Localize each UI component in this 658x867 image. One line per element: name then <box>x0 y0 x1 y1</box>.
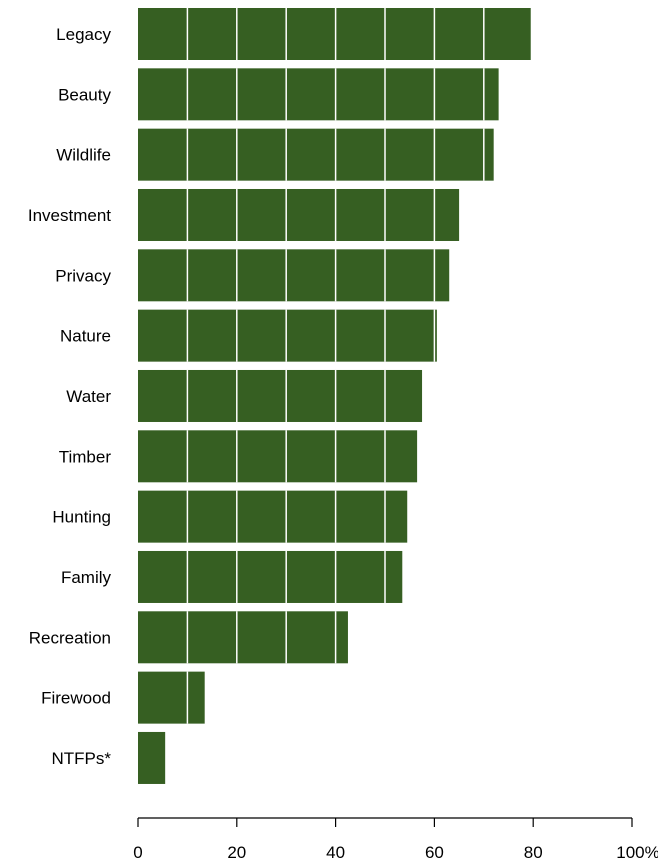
bar-rect <box>138 550 403 603</box>
bar-rect <box>138 68 499 121</box>
bar-rect <box>138 188 460 241</box>
bar-hunting <box>138 490 408 543</box>
bar-rect <box>138 249 450 302</box>
category-label-legacy: Legacy <box>56 25 111 44</box>
bar-nature <box>138 309 437 362</box>
category-label-family: Family <box>61 568 112 587</box>
bar-rect <box>138 611 348 664</box>
category-label-privacy: Privacy <box>55 266 111 285</box>
category-label-beauty: Beauty <box>58 85 111 104</box>
category-label-wildlife: Wildlife <box>56 146 111 165</box>
category-label-hunting: Hunting <box>52 508 111 527</box>
bar-rect <box>138 8 531 60</box>
x-tick-label: 80 <box>524 843 543 862</box>
x-axis: 0 20 40 60 80 100% <box>133 817 658 862</box>
category-labels: Legacy Beauty Wildlife Investment Privacy Nat… <box>28 25 112 768</box>
bar-firewood <box>138 671 205 724</box>
bar-rect <box>138 309 437 362</box>
x-tick-label: 40 <box>326 843 345 862</box>
category-label-recreation: Recreation <box>29 628 111 647</box>
category-label-investment: Investment <box>28 206 111 225</box>
category-label-water: Water <box>66 387 111 406</box>
bar-rect <box>138 128 494 181</box>
bar-rect <box>138 430 418 483</box>
bar-recreation <box>138 611 348 664</box>
category-label-timber: Timber <box>59 447 112 466</box>
x-tick-label: 100% <box>616 843 658 862</box>
bar-beauty <box>138 68 499 121</box>
bar-legacy <box>138 8 531 60</box>
bar-investment <box>138 188 460 241</box>
bar-rect <box>138 369 423 422</box>
bar-water <box>138 369 423 422</box>
bar-privacy <box>138 249 450 302</box>
bar-family <box>138 550 403 603</box>
x-tick-label: 0 <box>133 843 142 862</box>
x-tick-label: 20 <box>227 843 246 862</box>
category-label-ntfps: NTFPs* <box>52 749 112 768</box>
category-label-nature: Nature <box>60 327 111 346</box>
bar-rect <box>138 490 408 543</box>
bar-timber <box>138 430 418 483</box>
bar-wildlife <box>138 128 494 181</box>
bars-group <box>138 8 531 784</box>
bar-rect <box>138 671 205 724</box>
x-tick-label: 60 <box>425 843 444 862</box>
bar-rect <box>138 731 166 784</box>
category-label-firewood: Firewood <box>41 689 111 708</box>
bar-ntfps <box>138 731 166 784</box>
